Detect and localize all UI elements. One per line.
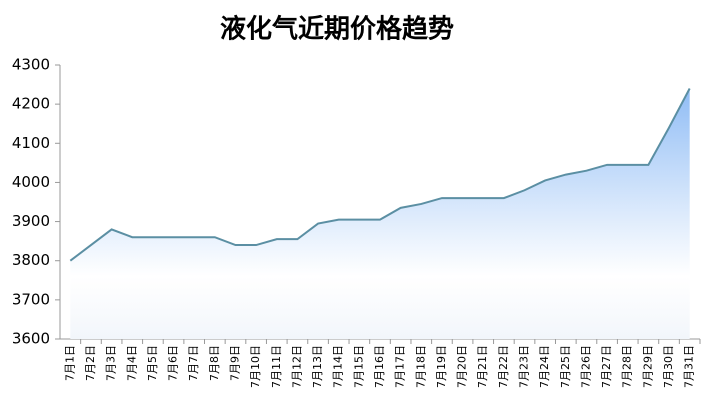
x-tick-label: 7月5日: [146, 345, 159, 381]
x-tick-label: 7月25日: [559, 345, 572, 388]
x-tick-label: 7月30日: [662, 345, 675, 388]
x-tick-label: 7月6日: [167, 345, 180, 381]
x-tick-label: 7月22日: [497, 345, 510, 388]
x-tick-label: 7月17日: [394, 345, 407, 388]
chart-title: 液化气近期价格趋势: [220, 14, 454, 45]
x-tick-label: 7月15日: [352, 345, 365, 388]
y-tick-label: 3700: [12, 290, 50, 308]
x-tick-label: 7月19日: [435, 345, 448, 388]
x-tick-label: 7月20日: [456, 345, 469, 388]
y-tick-label: 4000: [12, 173, 50, 191]
x-tick-label: 7月27日: [600, 345, 613, 388]
x-tick-label: 7月24日: [538, 345, 551, 388]
x-tick-label: 7月4日: [125, 345, 138, 381]
y-tick-label: 4300: [12, 56, 50, 74]
area: [70, 88, 690, 339]
x-tick-label: 7月2日: [84, 345, 97, 381]
x-tick-label: 7月14日: [332, 345, 345, 388]
x-tick-label: 7月12日: [290, 345, 303, 388]
y-tick-label: 4200: [12, 95, 50, 113]
x-tick-label: 7月13日: [311, 345, 324, 388]
x-tick-label: 7月1日: [63, 345, 76, 381]
x-tick-label: 7月21日: [476, 345, 489, 388]
x-tick-label: 7月29日: [641, 345, 654, 388]
x-tick-label: 7月10日: [249, 345, 262, 388]
x-tick-label: 7月23日: [518, 345, 531, 388]
x-tick-label: 7月7日: [187, 345, 200, 381]
line: [69, 88, 691, 262]
x-tick-label: 7月31日: [683, 345, 696, 388]
x-tick-label: 7月18日: [414, 345, 427, 388]
y-tick-label: 3800: [12, 251, 50, 269]
x-tick-label: 7月3日: [105, 345, 118, 381]
x-tick-label: 7月26日: [579, 345, 592, 388]
y-tick-label: 4100: [12, 134, 50, 152]
x-tick-label: 7月11日: [270, 345, 283, 388]
x-tick-label: 7月28日: [621, 345, 634, 388]
y-tick-label: 3600: [12, 330, 50, 348]
x-tick-label: 7月16日: [373, 345, 386, 388]
x-tick-label: 7月9日: [228, 345, 241, 381]
y-tick-label: 3900: [12, 212, 50, 230]
x-tick-label: 7月8日: [208, 345, 221, 381]
